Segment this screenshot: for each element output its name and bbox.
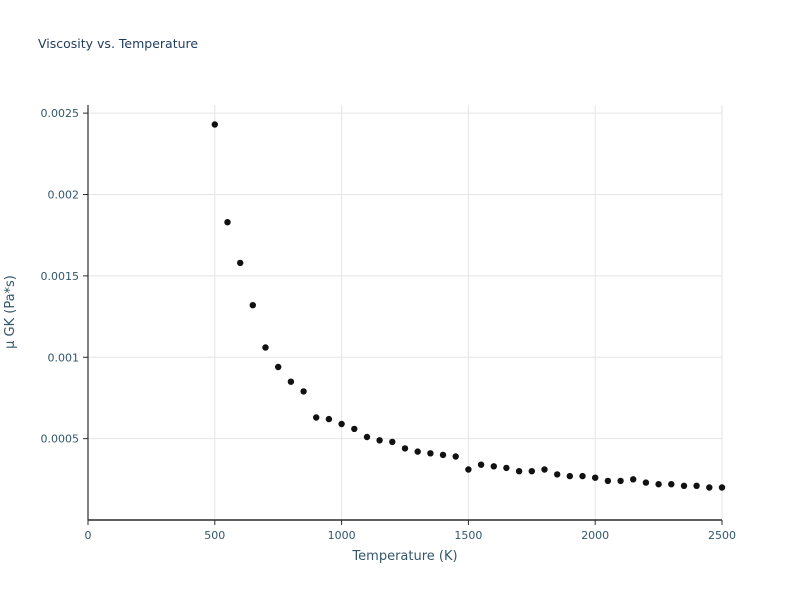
- data-point: [566, 472, 573, 480]
- data-point: [706, 484, 713, 491]
- axis-spines: [87, 105, 722, 521]
- y-tick-label: 0.0015: [41, 270, 80, 283]
- data-point: [604, 477, 612, 485]
- data-point: [237, 259, 244, 267]
- data-point: [211, 121, 218, 128]
- data-point: [503, 464, 510, 472]
- y-tick-label: 0.0005: [41, 433, 80, 446]
- data-point: [351, 425, 358, 433]
- data-point: [630, 476, 637, 483]
- x-tick-label: 0: [85, 529, 92, 542]
- data-point: [427, 450, 434, 457]
- data-point: [655, 481, 662, 488]
- tick-marks: [83, 112, 723, 525]
- data-point: [249, 302, 256, 309]
- x-tick-label: 2000: [581, 529, 609, 542]
- data-point: [528, 468, 535, 475]
- data-point: [465, 466, 472, 473]
- data-point: [668, 481, 675, 488]
- data-point: [262, 344, 269, 351]
- data-point: [680, 482, 688, 489]
- data-point: [389, 438, 396, 446]
- scatter-points: [211, 121, 726, 491]
- data-point: [325, 415, 333, 423]
- data-point: [287, 378, 295, 385]
- y-tick-label: 0.002: [48, 189, 80, 202]
- data-point: [452, 453, 459, 460]
- x-tick-label: 1000: [328, 529, 356, 542]
- data-point: [338, 420, 345, 428]
- data-point: [363, 433, 371, 441]
- data-point: [414, 448, 421, 455]
- data-point: [401, 445, 409, 452]
- data-point: [617, 477, 624, 485]
- y-tick-label: 0.0025: [41, 107, 80, 120]
- data-point: [490, 463, 497, 470]
- data-point: [275, 363, 282, 371]
- data-point: [313, 414, 320, 421]
- data-point: [718, 484, 726, 491]
- data-point: [477, 461, 485, 468]
- x-tick-label: 2500: [708, 529, 736, 542]
- data-point: [376, 437, 383, 444]
- data-point: [224, 219, 231, 226]
- x-tick-label: 1500: [454, 529, 482, 542]
- gridlines: [87, 105, 723, 520]
- data-point: [515, 468, 523, 475]
- x-tick-label: 500: [204, 529, 225, 542]
- data-point: [642, 479, 650, 486]
- chart-title: Viscosity vs. Temperature: [38, 36, 199, 51]
- data-point: [592, 474, 599, 481]
- data-point: [300, 388, 307, 395]
- data-point: [693, 482, 700, 489]
- data-point: [579, 472, 586, 480]
- y-axis-label: μ GK (Pa*s): [3, 275, 18, 349]
- tick-labels: 0 500 1000 1500 2000 2500 0.0005 0.001 0.0015 0.0…: [41, 107, 737, 542]
- x-axis-label: Temperature (K): [351, 549, 457, 564]
- data-point: [541, 466, 548, 473]
- data-point: [554, 471, 561, 478]
- data-point: [439, 451, 447, 459]
- y-tick-label: 0.001: [48, 351, 80, 364]
